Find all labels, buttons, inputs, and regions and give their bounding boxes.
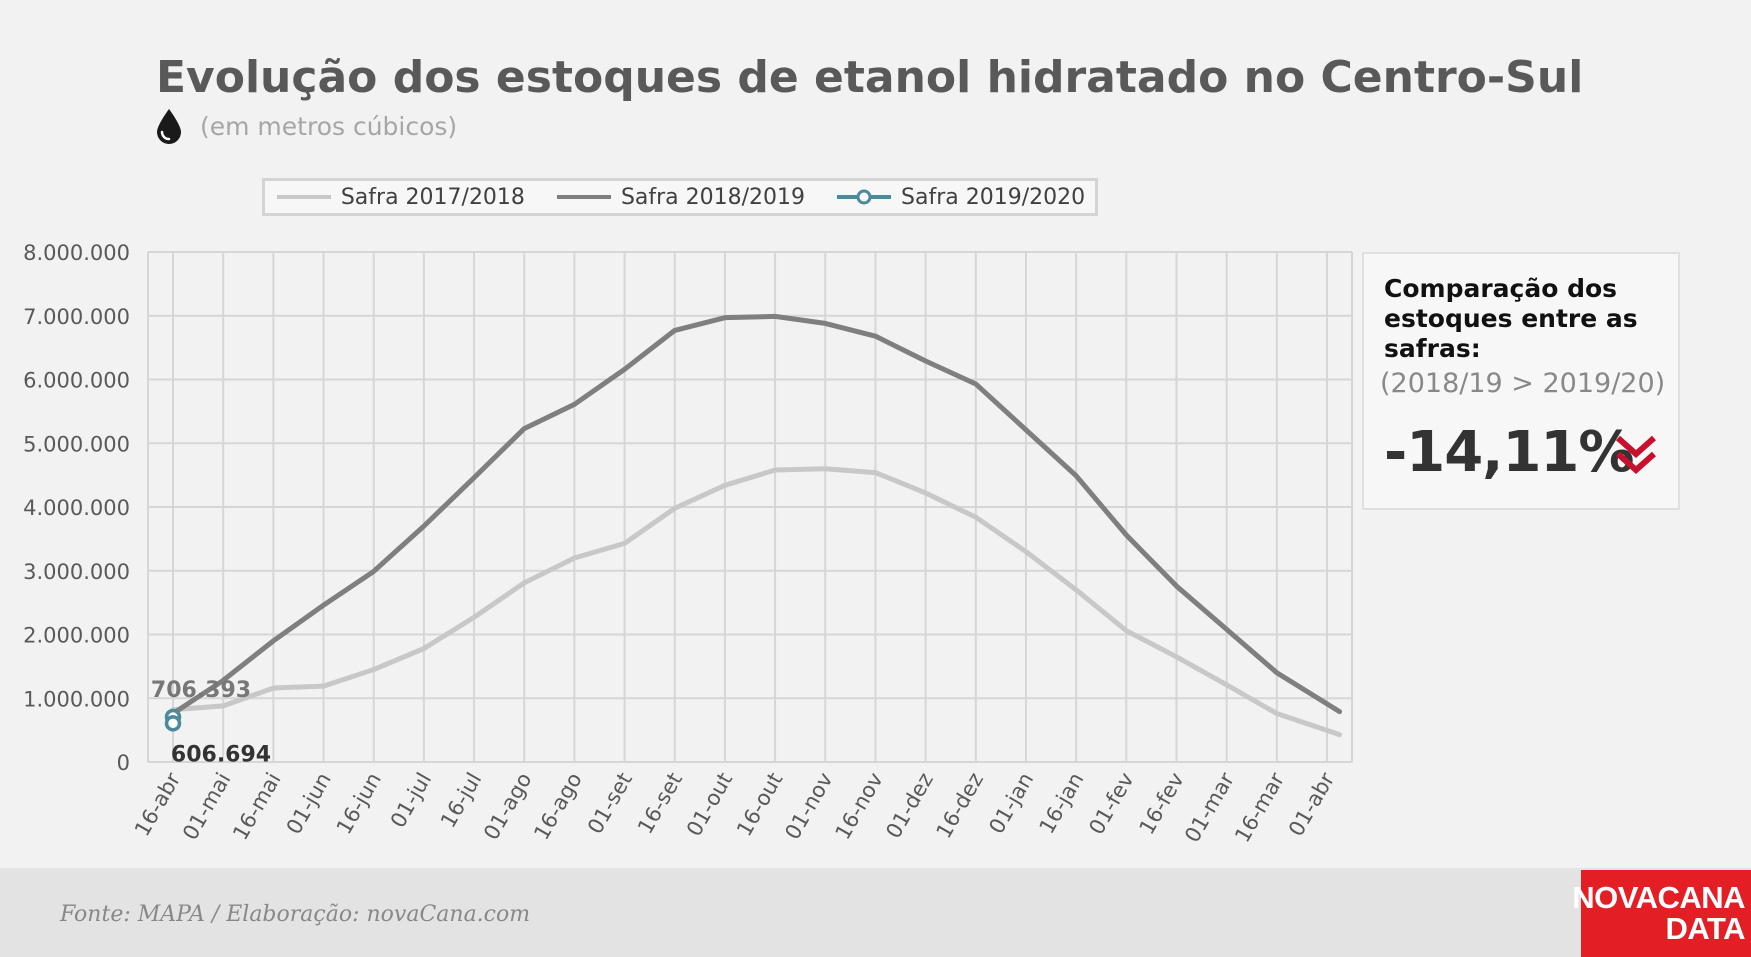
x-tick-label: 16-dez	[932, 769, 989, 843]
subtitle-row: (em metros cúbicos)	[156, 108, 457, 144]
x-tick-label: 01-set	[583, 769, 637, 839]
legend-swatch-2018	[556, 195, 611, 199]
logo-line-1: NOVACANA	[1572, 880, 1745, 915]
chart-legend: Safra 2017/2018 Safra 2018/2019 Safra 20…	[262, 178, 1098, 216]
footer: Fonte: MAPA / Elaboração: novaCana.com	[0, 868, 1751, 957]
x-tick-label: 01-ago	[479, 769, 536, 845]
legend-swatch-2019	[837, 189, 892, 205]
legend-swatch-2017	[276, 195, 331, 199]
x-tick-label: 01-jun	[282, 769, 336, 839]
logo-line-2: DATA	[1665, 911, 1746, 946]
legend-item-2018: Safra 2018/2019	[555, 185, 805, 210]
x-tick-label: 01-abr	[1284, 768, 1340, 840]
x-tick-label: 01-jan	[984, 769, 1038, 838]
comparison-callout: Comparação dos estoques entre as safras:…	[1362, 252, 1680, 510]
chart-subtitle: (em metros cúbicos)	[200, 111, 458, 141]
legend-item-2019: Safra 2019/2020	[835, 185, 1085, 210]
brand-logo: NOVACANA DATA	[1572, 870, 1751, 957]
x-tick-label: 16-jan	[1035, 769, 1089, 838]
callout-value: -14,11%	[1384, 420, 1634, 485]
y-tick-label: 3.000.000	[23, 560, 130, 584]
x-tick-label: 01-mai	[178, 769, 236, 845]
x-tick-label: 01-out	[682, 769, 737, 841]
x-tick-label: 16-set	[633, 769, 687, 839]
callout-subheading: (2018/19 > 2019/20)	[1380, 368, 1666, 399]
x-tick-label: 01-jul	[386, 769, 436, 832]
chart-grid	[147, 251, 1353, 763]
callout-heading: Comparação dos estoques entre as safras:	[1384, 274, 1638, 363]
x-tick-label: 16-jul	[436, 769, 486, 832]
legend-label-2019: Safra 2019/2020	[901, 184, 1086, 210]
legend-label-2018: Safra 2018/2019	[620, 184, 806, 210]
data-label-lower: 606.694	[171, 742, 271, 767]
x-tick-label: 16-abr	[130, 768, 186, 840]
chart-data-labels: 706.393 606.694	[151, 678, 271, 767]
x-tick-label: 01-dez	[881, 769, 938, 843]
x-tick-label: 16-nov	[831, 769, 888, 844]
double-chevron-down-icon	[1616, 435, 1656, 475]
y-tick-label: 4.000.000	[23, 496, 130, 520]
legend-label-2017: Safra 2017/2018	[340, 184, 525, 210]
y-tick-label: 8.000.000	[23, 241, 130, 265]
y-axis-ticks: 0 1.000.000 2.000.000 3.000.000 4.000.000 5.0…	[23, 241, 130, 775]
data-label-upper: 706.393	[151, 678, 251, 703]
chart-title: Evolução dos estoques de etanol hidratad…	[156, 52, 1584, 103]
line-chart: 0 1.000.000 2.000.000 3.000.000 4.000.000 5.0…	[23, 241, 1353, 847]
y-tick-label: 6.000.000	[23, 369, 130, 393]
x-tick-label: 16-ago	[529, 769, 586, 845]
series-line-0	[170, 466, 1343, 738]
x-tick-label: 16-fev	[1135, 769, 1189, 839]
legend-item-2017: Safra 2017/2018	[275, 185, 525, 210]
series-line-1	[170, 313, 1343, 717]
x-tick-label: 16-out	[732, 769, 787, 841]
x-tick-label: 01-nov	[780, 769, 837, 844]
x-tick-label: 16-mar	[1230, 768, 1289, 846]
x-tick-label: 16-jun	[332, 769, 386, 839]
drop-icon	[157, 109, 181, 144]
x-tick-label: 01-fev	[1084, 769, 1138, 839]
y-tick-label: 1.000.000	[23, 687, 130, 711]
chart-series	[164, 313, 1343, 738]
y-tick-label: 2.000.000	[23, 624, 130, 648]
y-tick-label: 7.000.000	[23, 305, 130, 329]
y-tick-label: 5.000.000	[23, 432, 130, 456]
y-tick-label: 0	[117, 751, 130, 775]
series-point-2	[164, 715, 182, 732]
x-tick-label: 16-mai	[228, 769, 286, 845]
source-note: Fonte: MAPA / Elaboração: novaCana.com	[60, 902, 531, 927]
